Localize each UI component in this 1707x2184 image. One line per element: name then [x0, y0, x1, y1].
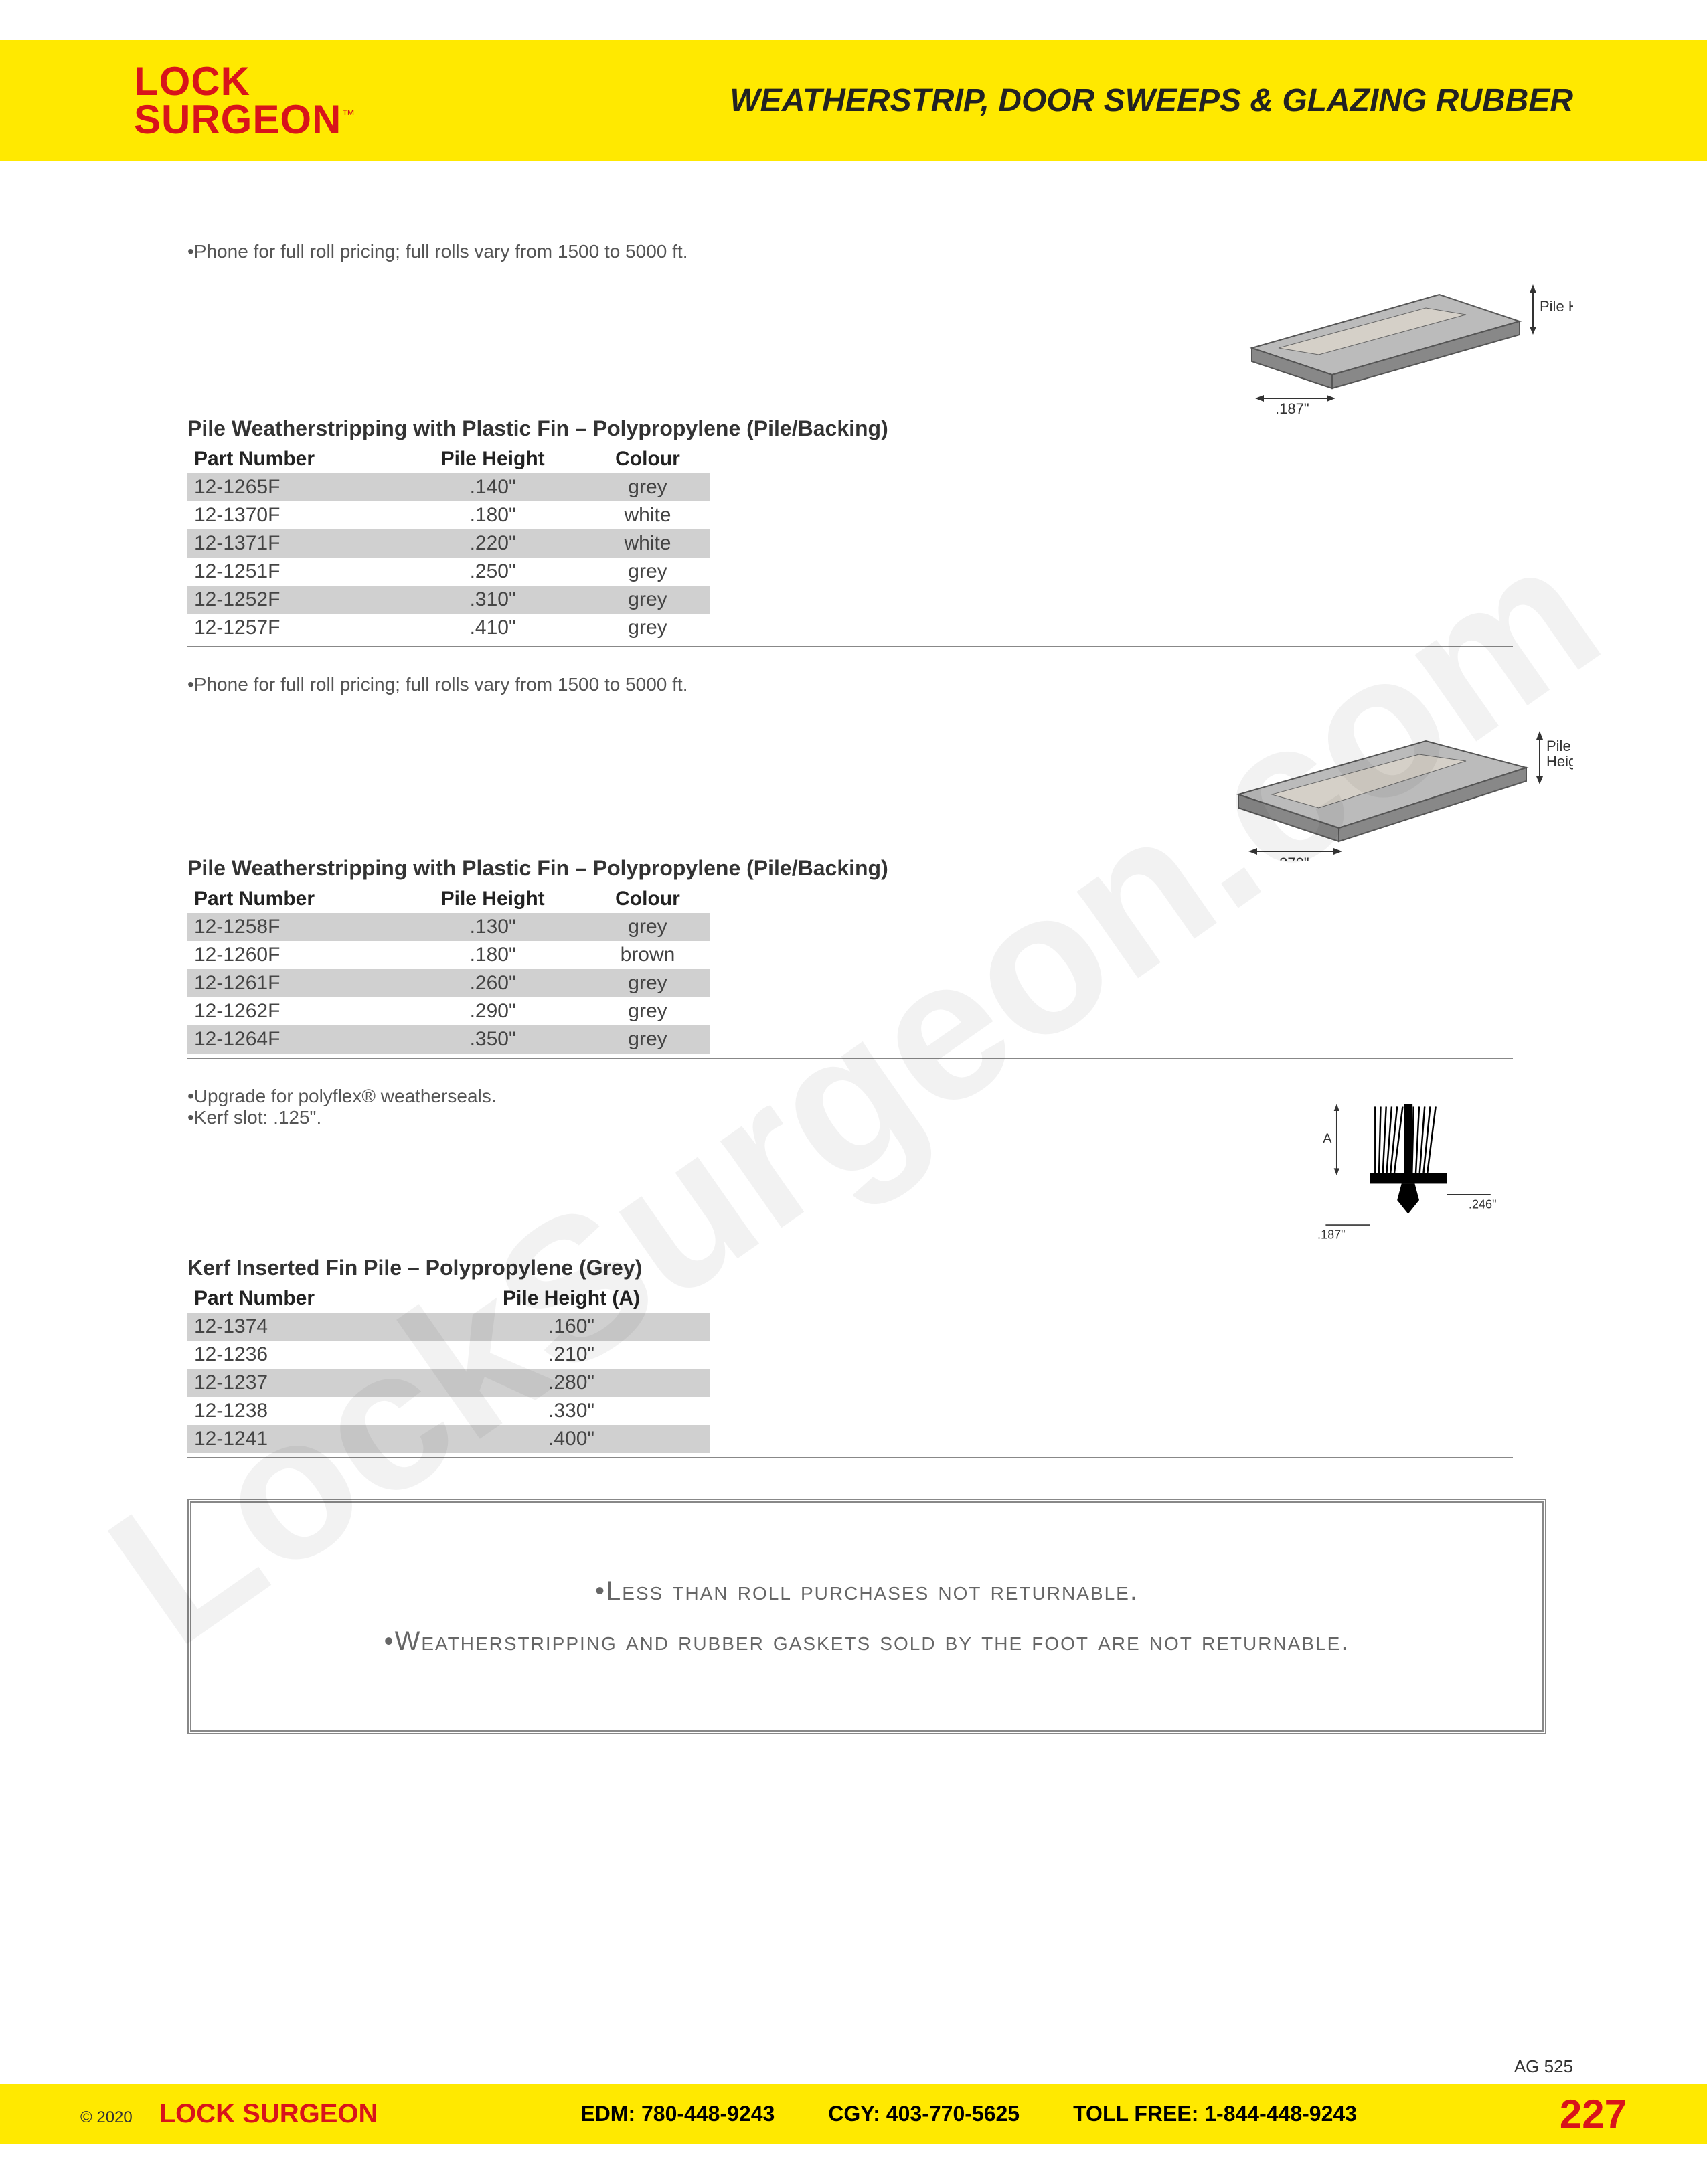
divider	[187, 1058, 1513, 1059]
phone-edm: EDM: 780-448-9243	[580, 2102, 775, 2126]
phone-cgy: CGY: 403-770-5625	[828, 2102, 1020, 2126]
logo-line2: SURGEON™	[134, 100, 355, 139]
table-2: Part Number Pile Height Colour 12-1258F.…	[187, 885, 710, 1054]
pile-diagram-187: Pile Height .187" (3/16")	[1198, 214, 1573, 415]
logo: LOCK SURGEON™	[134, 62, 355, 139]
section-3: •Upgrade for polyflex® weatherseals. •Ke…	[187, 1086, 1573, 1458]
divider	[187, 1457, 1513, 1458]
svg-text:.187": .187"	[1317, 1228, 1346, 1242]
svg-text:.187": .187"	[1275, 400, 1309, 415]
section-1: •Phone for full roll pricing; full rolls…	[187, 241, 1573, 647]
svg-text:.270": .270"	[1275, 855, 1309, 861]
ag-code: AG 525	[1514, 2056, 1573, 2077]
phone-tollfree: TOLL FREE: 1-844-448-9243	[1073, 2102, 1357, 2126]
trademark: ™	[341, 108, 355, 122]
content: •Phone for full roll pricing; full rolls…	[187, 241, 1573, 1734]
table-title-1: Pile Weatherstripping with Plastic Fin –…	[187, 416, 1573, 441]
col-height: Pile Height	[400, 445, 586, 473]
section-2: •Phone for full roll pricing; full rolls…	[187, 674, 1573, 1059]
footer-band: © 2020 LOCK SURGEON EDM: 780-448-9243 CG…	[0, 2084, 1707, 2144]
pile-diagram-270: Pile Height .270"	[1198, 661, 1573, 861]
copyright: © 2020	[80, 2108, 133, 2127]
footer-brand: LOCK SURGEON	[159, 2099, 378, 2129]
divider	[187, 646, 1513, 647]
notice-box: •Less than roll purchases not returnable…	[187, 1499, 1546, 1734]
col-part: Part Number	[187, 445, 400, 473]
table-3: Part Number Pile Height (A) 12-1374.160"…	[187, 1284, 710, 1453]
notice-line-2: •Weatherstripping and rubber gaskets sol…	[232, 1626, 1502, 1657]
page-title: WEATHERSTRIP, DOOR SWEEPS & GLAZING RUBB…	[730, 82, 1573, 119]
notice-line-1: •Less than roll purchases not returnable…	[232, 1576, 1502, 1606]
logo-line1: LOCK	[134, 62, 355, 100]
svg-text:Pile Height: Pile Height	[1540, 298, 1573, 315]
svg-text:.246": .246"	[1469, 1197, 1497, 1211]
svg-text:Pile: Pile	[1546, 738, 1571, 754]
page-number: 227	[1560, 2091, 1627, 2137]
kerf-diagram: A .187" .246"	[1265, 1072, 1573, 1273]
col-colour: Colour	[586, 445, 710, 473]
table-1: Part Number Pile Height Colour 12-1265F.…	[187, 445, 710, 642]
svg-text:A: A	[1323, 1131, 1332, 1146]
svg-text:Height: Height	[1546, 753, 1573, 770]
header-band: LOCK SURGEON™ WEATHERSTRIP, DOOR SWEEPS …	[0, 40, 1707, 161]
